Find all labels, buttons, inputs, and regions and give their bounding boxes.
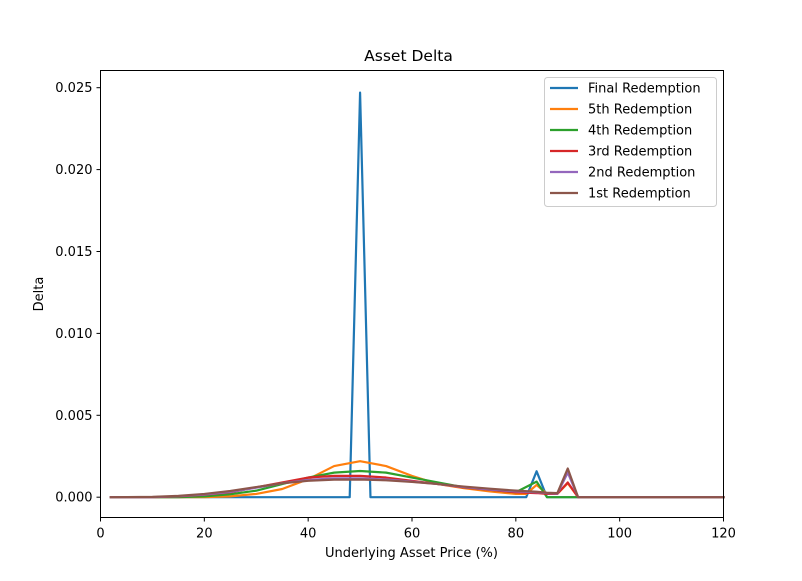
series-line-3	[109, 469, 725, 499]
legend-label-1: Final Redemption	[588, 82, 701, 97]
legend-items: Final Redemption 5th Redemption 4th Redemp…	[550, 82, 701, 202]
series-lines	[109, 91, 725, 499]
chart-title: Asset Delta	[364, 47, 453, 65]
legend: Final Redemption 5th Redemption 4th Redemp…	[544, 77, 717, 207]
x-tick-label: 0	[96, 527, 104, 542]
legend-label-4: 3rd Redemption	[588, 145, 692, 160]
y-tick-label: 0.015	[55, 245, 92, 260]
x-tick-label: 40	[300, 527, 317, 542]
legend-box	[544, 77, 717, 207]
y-tick-label: 0.005	[55, 409, 92, 424]
legend-label-3: 4th Redemption	[588, 124, 692, 139]
legend-label-2: 5th Redemption	[588, 103, 692, 118]
series-line-6	[109, 467, 725, 499]
x-tick-label: 20	[196, 527, 213, 542]
x-axis-ticks: 0 20 40 60 80 100 120	[96, 517, 736, 542]
x-tick-label: 80	[508, 527, 525, 542]
x-tick-label: 60	[404, 527, 421, 542]
x-tick-label: 120	[711, 527, 736, 542]
y-tick-label: 0.000	[55, 491, 92, 506]
legend-label-5: 2nd Redemption	[588, 166, 695, 181]
y-axis-label: Delta	[32, 277, 47, 312]
x-axis-label: Underlying Asset Price (%)	[325, 546, 498, 561]
y-tick-label: 0.020	[55, 163, 92, 178]
y-tick-label: 0.010	[55, 327, 92, 342]
legend-label-6: 1st Redemption	[588, 187, 691, 202]
y-tick-label: 0.025	[55, 81, 92, 96]
x-tick-label: 100	[607, 527, 632, 542]
y-axis-ticks: 0.000 0.005 0.010 0.015 0.020 0.025	[55, 81, 101, 506]
